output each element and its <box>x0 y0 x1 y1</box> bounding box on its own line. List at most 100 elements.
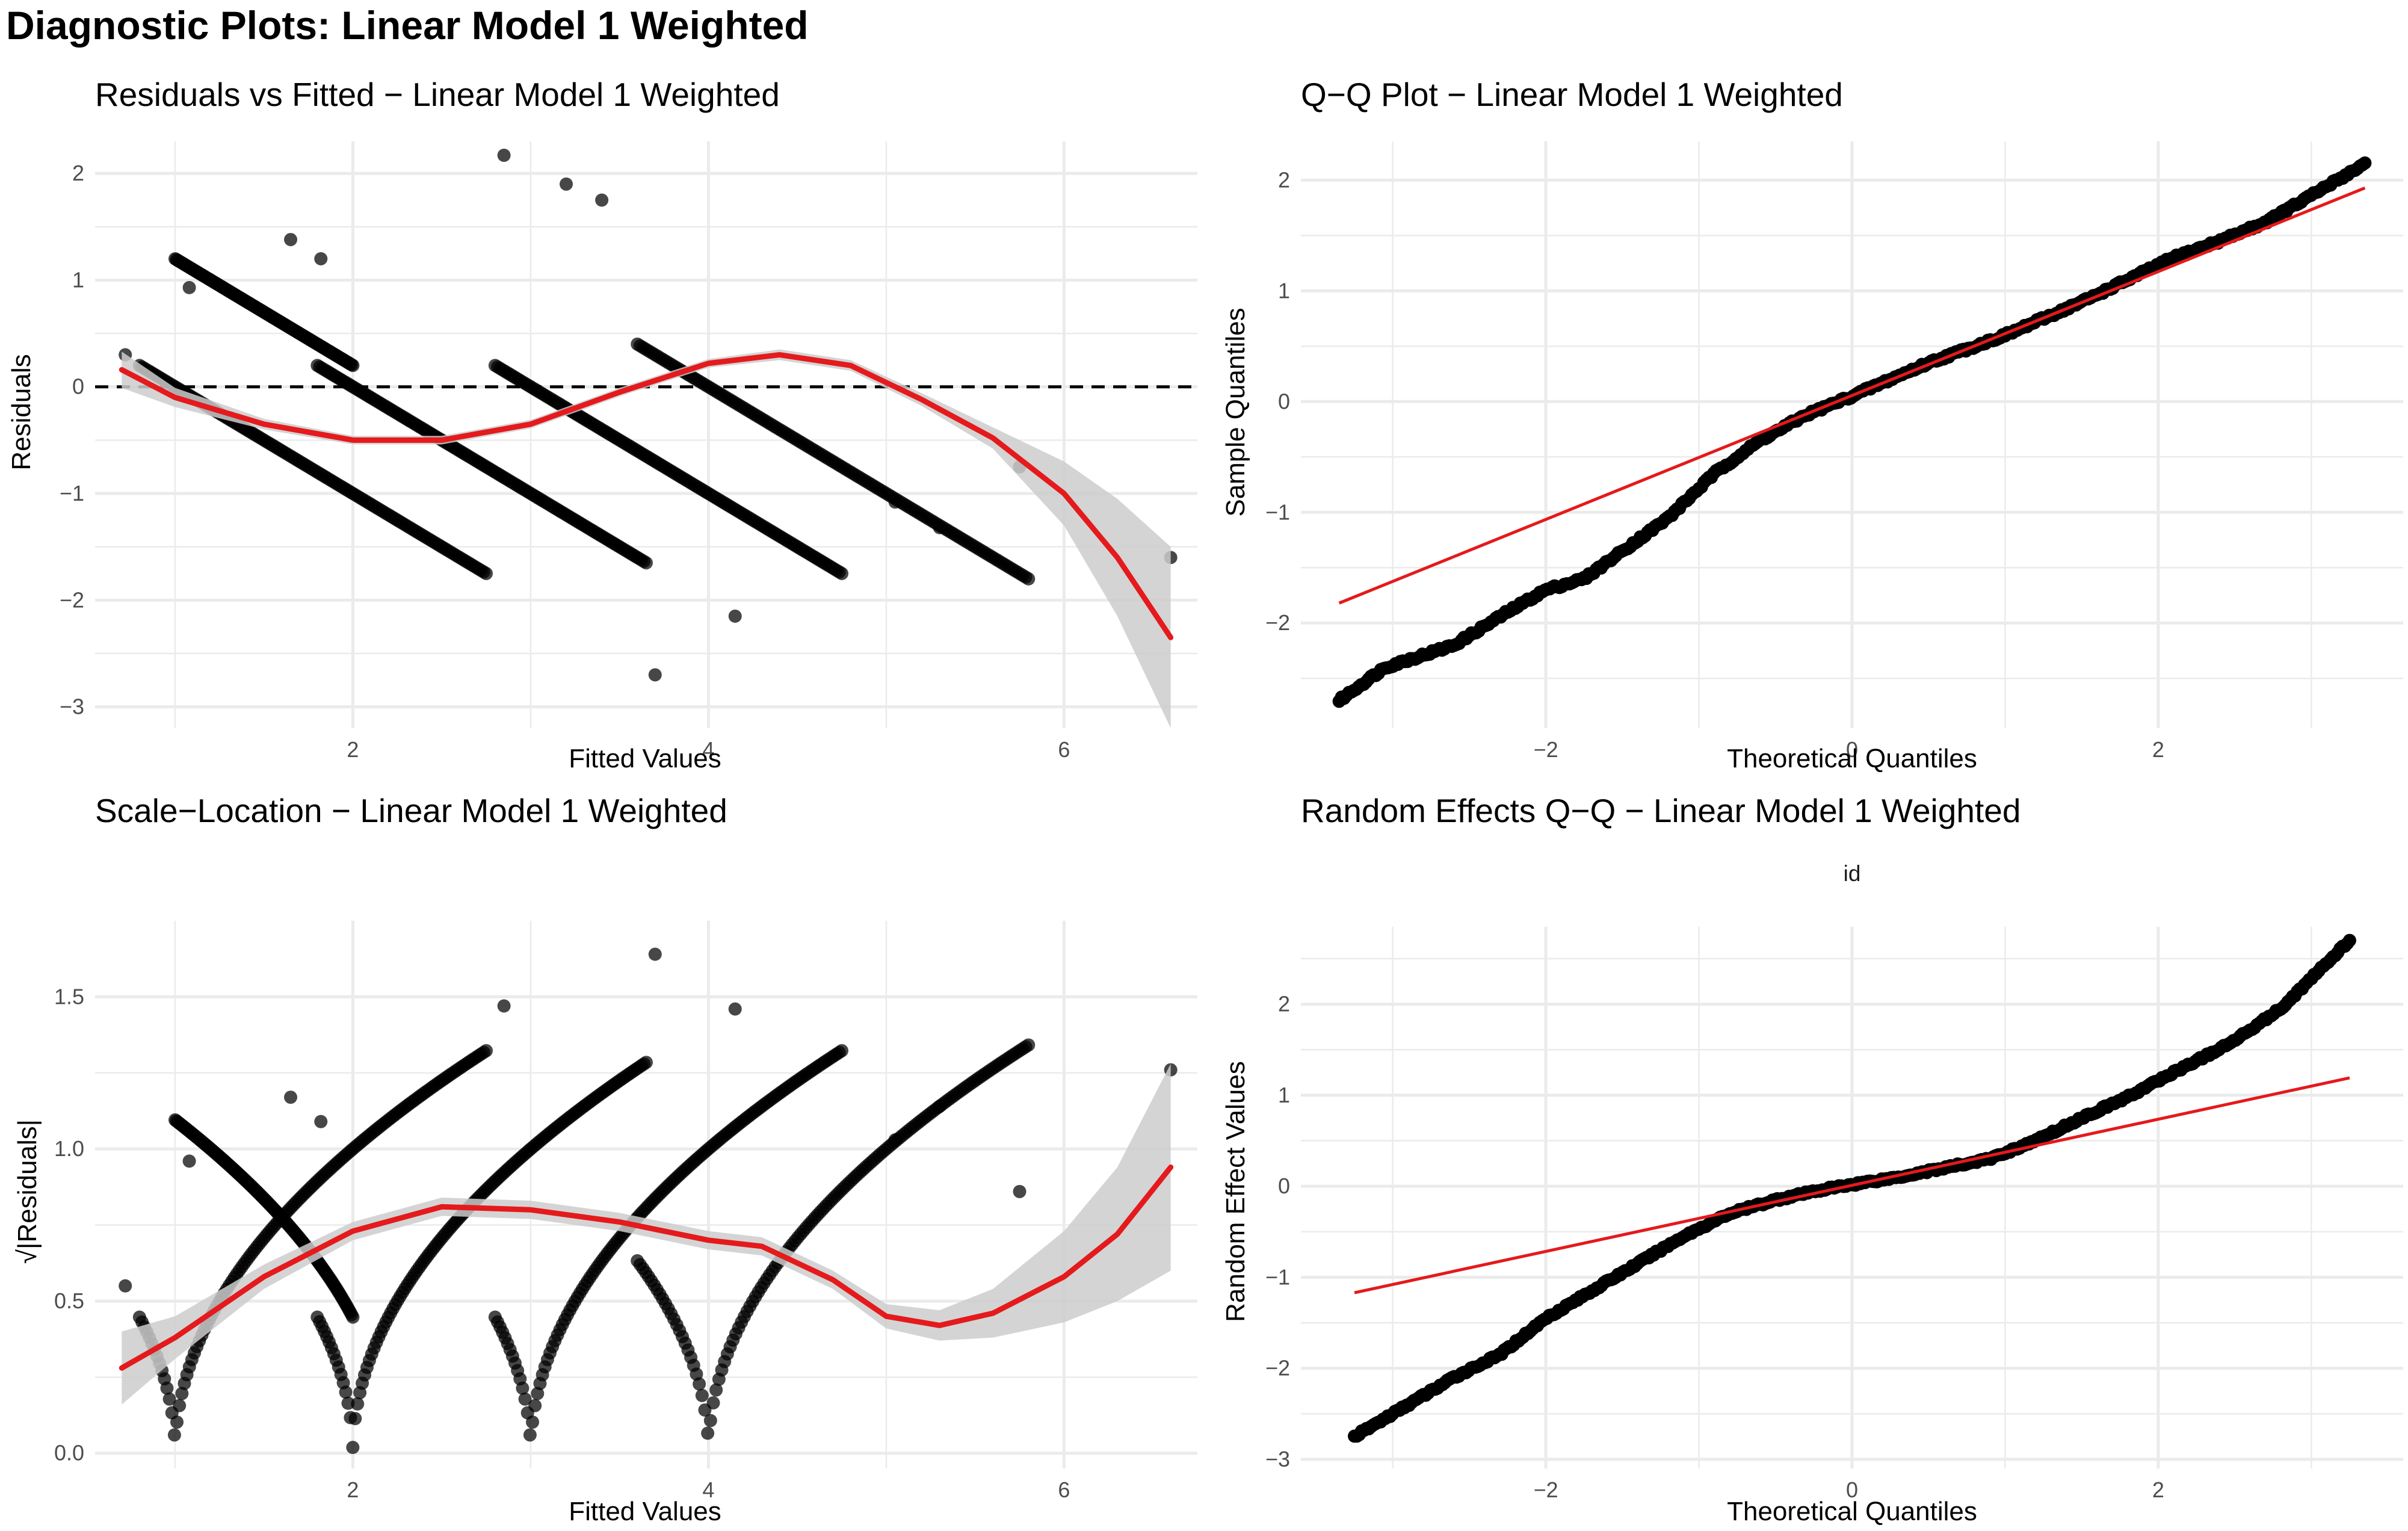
data-point <box>528 1399 542 1412</box>
data-point <box>835 566 849 580</box>
scale-location-panel: Scale−Location − Linear Model 1 Weighted… <box>0 782 1203 1531</box>
data-point <box>167 1428 181 1442</box>
data-point <box>284 1090 298 1104</box>
facet-strip-label: id <box>1844 861 1861 886</box>
data-point <box>523 1428 537 1442</box>
data-point <box>351 1397 365 1411</box>
y-tick-label: −1 <box>60 481 84 506</box>
data-point <box>1013 1184 1026 1198</box>
data-point <box>480 566 493 580</box>
data-point <box>728 1002 742 1016</box>
data-point <box>346 1310 360 1324</box>
data-point <box>1022 572 1036 586</box>
data-point <box>695 1388 709 1402</box>
x-tick-label: 2 <box>2152 1477 2164 1502</box>
data-point <box>888 495 902 509</box>
x-axis-label: Theoretical Quantiles <box>1727 1497 1977 1526</box>
data-point <box>560 177 573 191</box>
data-point <box>346 1441 360 1455</box>
data-point <box>284 233 298 247</box>
qq-point <box>2342 933 2356 947</box>
x-tick-label: −2 <box>1534 1477 1558 1502</box>
random-effects-qq-panel: Random Effects Q−Q − Linear Model 1 Weig… <box>1203 782 2408 1531</box>
data-point <box>648 947 662 961</box>
x-tick-label: 6 <box>1058 737 1070 762</box>
data-point <box>339 1385 353 1399</box>
confidence-band <box>122 349 1171 728</box>
y-tick-label: 2 <box>72 161 84 185</box>
data-point <box>182 280 196 294</box>
data-point <box>341 1396 355 1410</box>
data-point <box>701 1426 715 1440</box>
scale-location-chart: Scale−Location − Linear Model 1 Weighted… <box>13 792 1197 1526</box>
panel-title: Random Effects Q−Q − Linear Model 1 Weig… <box>1301 792 2021 829</box>
qq-point <box>2358 156 2372 170</box>
y-axis-label: Random Effect Values <box>1221 1061 1250 1322</box>
page-title: Diagnostic Plots: Linear Model 1 Weighte… <box>6 3 809 48</box>
y-tick-label: 0.5 <box>54 1288 84 1313</box>
panel-title: Residuals vs Fitted − Linear Model 1 Wei… <box>95 76 780 113</box>
y-tick-label: 0 <box>1278 1174 1290 1198</box>
y-tick-label: 2 <box>1278 992 1290 1016</box>
data-point <box>173 1399 187 1412</box>
data-point <box>640 1056 653 1069</box>
data-point <box>518 1392 532 1406</box>
y-tick-label: 0 <box>72 374 84 399</box>
data-point <box>1022 1038 1036 1052</box>
x-tick-label: 2 <box>347 1477 359 1502</box>
y-tick-label: −3 <box>60 694 84 719</box>
data-point <box>728 609 742 623</box>
confidence-band <box>122 1063 1171 1405</box>
x-tick-label: 4 <box>702 737 714 762</box>
y-tick-label: 1.5 <box>54 984 84 1009</box>
y-tick-label: 1 <box>1278 1083 1290 1107</box>
smooth-fit-line <box>119 352 1174 640</box>
y-tick-label: −2 <box>60 587 84 612</box>
x-axis-label: Fitted Values <box>569 744 721 773</box>
data-point <box>693 1377 706 1391</box>
y-tick-label: 1 <box>72 267 84 292</box>
qq-reference-line <box>1354 1076 2350 1294</box>
data-point <box>314 252 328 265</box>
y-tick-label: 0 <box>1278 389 1290 413</box>
data-point <box>160 1381 174 1395</box>
qq-plot-panel: Q−Q Plot − Linear Model 1 Weighted −2 0 2 −… <box>1203 63 2408 779</box>
data-point <box>709 1383 723 1397</box>
data-point <box>706 1396 720 1410</box>
y-axis-label: Sample Quantiles <box>1221 308 1250 516</box>
panel-title: Q−Q Plot − Linear Model 1 Weighted <box>1301 76 1843 113</box>
x-tick-label: 0 <box>1846 737 1858 762</box>
data-point <box>497 149 511 162</box>
qq-plot-chart: Q−Q Plot − Linear Model 1 Weighted −2 0 2 −… <box>1221 76 2403 773</box>
data-point <box>480 1044 493 1057</box>
data-point <box>835 1044 849 1057</box>
data-point <box>175 1387 189 1400</box>
x-axis-label: Theoretical Quantiles <box>1727 744 1977 773</box>
x-tick-label: 0 <box>1846 1477 1858 1502</box>
y-tick-label: −2 <box>1265 610 1290 635</box>
data-point <box>346 359 360 373</box>
y-tick-label: 0.0 <box>54 1441 84 1465</box>
y-tick-label: 1 <box>1278 278 1290 303</box>
data-point <box>516 1381 529 1395</box>
data-point <box>526 1415 540 1429</box>
data-point <box>162 1392 176 1406</box>
data-point <box>933 521 946 534</box>
data-point <box>703 1414 717 1427</box>
y-tick-label: −3 <box>1265 1447 1290 1471</box>
data-point <box>348 1412 362 1426</box>
y-axis-label: Residuals <box>7 354 36 470</box>
smooth-fit-line <box>119 1164 1174 1371</box>
y-tick-label: −2 <box>1265 1356 1290 1381</box>
data-point <box>933 1100 946 1113</box>
y-axis-label: √|Residuals| <box>13 1119 42 1264</box>
data-point <box>314 1115 328 1128</box>
x-tick-label: 6 <box>1058 1477 1070 1502</box>
data-point <box>119 1279 132 1293</box>
panel-title: Scale−Location − Linear Model 1 Weighted <box>95 792 727 829</box>
data-point <box>497 999 511 1013</box>
data-point <box>182 1154 196 1168</box>
data-point <box>648 668 662 682</box>
qq-reference-line <box>1338 186 2366 605</box>
x-tick-label: −2 <box>1534 737 1558 762</box>
